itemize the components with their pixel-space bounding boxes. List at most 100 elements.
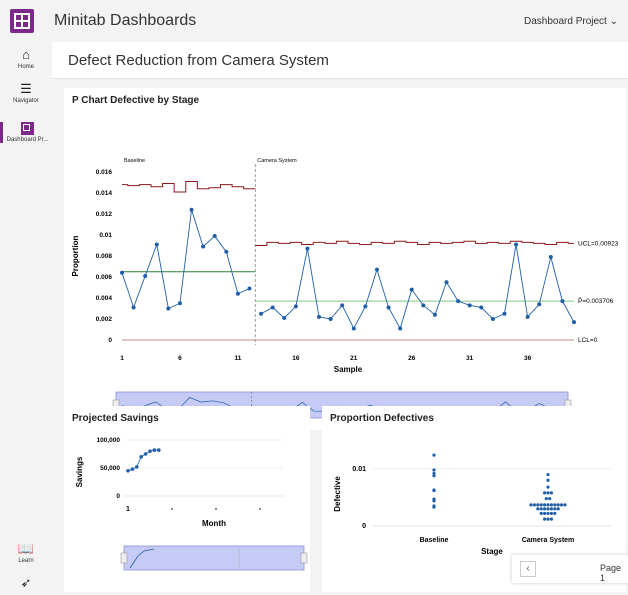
dot-baseline bbox=[432, 505, 436, 509]
data-point bbox=[525, 314, 530, 319]
data-point bbox=[444, 280, 449, 285]
dot-camera bbox=[539, 511, 543, 516]
savings-point bbox=[126, 469, 130, 473]
stage-label-camera: Camera System bbox=[257, 158, 297, 164]
nav-home-label: Home bbox=[17, 64, 34, 70]
dot-camera bbox=[549, 503, 553, 507]
dot-baseline bbox=[432, 488, 436, 493]
data-point bbox=[514, 242, 519, 247]
dot-baseline bbox=[432, 468, 436, 472]
nav-dashboard[interactable]: Dashboard Pr... bbox=[0, 122, 52, 143]
data-point bbox=[374, 267, 379, 272]
p-chart-title: P Chart Defective by Stage bbox=[72, 95, 200, 106]
dot-camera bbox=[546, 478, 550, 482]
data-point bbox=[212, 234, 217, 239]
ucl-label: UCL=0.00923 bbox=[578, 240, 619, 247]
y-tick-label: 0.016 bbox=[96, 169, 113, 176]
dot-camera bbox=[543, 507, 547, 511]
data-point bbox=[282, 315, 287, 320]
data-point bbox=[340, 303, 345, 308]
data-point bbox=[293, 304, 298, 309]
proportion-title: Proportion Defectives bbox=[330, 413, 434, 424]
lcl-label: LCL=0 bbox=[578, 337, 598, 344]
nav-dashboard-label: Dashboard Pr... bbox=[6, 137, 49, 143]
savings-point bbox=[143, 452, 148, 456]
x-tick-label: 21 bbox=[350, 355, 358, 362]
category-label: Camera System bbox=[522, 537, 575, 544]
data-point bbox=[363, 304, 368, 309]
dot-camera bbox=[543, 511, 547, 516]
dot-camera bbox=[556, 507, 560, 511]
dot-camera bbox=[548, 496, 552, 501]
savings-point bbox=[148, 449, 152, 453]
nav-rocket[interactable]: ➶ bbox=[0, 576, 52, 592]
data-point bbox=[177, 301, 182, 306]
dot-camera bbox=[539, 503, 543, 507]
project-dropdown[interactable]: Dashboard Project ⌄ bbox=[524, 16, 618, 27]
y-tick-label: 0.014 bbox=[96, 190, 113, 197]
x-axis-label: Stage bbox=[481, 547, 503, 556]
data-point bbox=[537, 302, 542, 307]
pager-label: Page 1 bbox=[600, 563, 622, 583]
nav-navigator[interactable]: ☰ Navigator bbox=[0, 81, 52, 105]
x-tick-label: 26 bbox=[408, 355, 416, 362]
data-point bbox=[131, 305, 136, 310]
list-icon: ☰ bbox=[20, 81, 32, 96]
dot-baseline bbox=[432, 474, 436, 478]
x-tick-label: 31 bbox=[466, 355, 474, 362]
dot-camera bbox=[543, 503, 547, 507]
dot-camera bbox=[536, 507, 540, 511]
dot-camera bbox=[532, 503, 536, 507]
savings-point bbox=[139, 455, 143, 459]
y-tick-label: 0.004 bbox=[96, 295, 113, 302]
dashboard-icon bbox=[21, 122, 34, 135]
dot-camera bbox=[549, 491, 553, 495]
data-point bbox=[247, 286, 252, 291]
dot-camera bbox=[546, 503, 550, 507]
savings-card: Projected Savings 0 50,000 100,000 1 Month Sa… bbox=[64, 406, 310, 592]
chevron-left-icon[interactable]: ‹ bbox=[520, 561, 536, 577]
y-axis-label: Proportion bbox=[71, 235, 80, 276]
book-icon: 📖 bbox=[17, 541, 35, 556]
dot-camera bbox=[560, 503, 564, 507]
p-chart-card: P Chart Defective by Stage 0 0.002 0.004 0.… bbox=[64, 88, 626, 430]
data-point bbox=[259, 311, 264, 316]
dot-camera bbox=[549, 507, 553, 511]
dot-camera bbox=[536, 503, 540, 507]
nav-home[interactable]: ⌂ Home bbox=[0, 47, 52, 71]
data-point bbox=[120, 270, 124, 275]
home-icon: ⌂ bbox=[22, 47, 30, 62]
range-handle-left bbox=[120, 552, 128, 564]
y-tick-label: 0 bbox=[362, 523, 366, 530]
range-handle-right bbox=[300, 552, 308, 564]
savings-point bbox=[135, 465, 139, 469]
y-axis-label: Defective bbox=[333, 476, 342, 512]
stage-label-baseline: Baseline bbox=[124, 158, 145, 164]
data-point bbox=[386, 305, 391, 310]
data-point bbox=[502, 311, 507, 316]
y-axis-label: Savings bbox=[75, 456, 84, 487]
minitab-logo-icon bbox=[10, 9, 34, 33]
data-point bbox=[154, 242, 159, 247]
savings-point bbox=[157, 448, 161, 452]
dot-camera bbox=[529, 503, 533, 507]
range-selector bbox=[123, 545, 305, 571]
y-tick-label: 0 bbox=[116, 493, 120, 500]
data-point bbox=[201, 244, 206, 249]
dot-camera bbox=[546, 511, 550, 516]
data-point bbox=[467, 303, 472, 308]
dot-camera bbox=[544, 496, 548, 501]
dot-camera bbox=[553, 503, 557, 507]
rocket-icon: ➶ bbox=[20, 575, 32, 590]
data-point bbox=[456, 299, 461, 304]
data-point bbox=[548, 255, 553, 260]
y-tick-label: 0.008 bbox=[96, 253, 113, 260]
x-tick-label: 1 bbox=[120, 355, 124, 362]
y-tick-label: 0.01 bbox=[352, 466, 366, 473]
chevron-down-icon: ⌄ bbox=[609, 16, 618, 27]
x-tick-mark bbox=[259, 508, 261, 510]
data-point bbox=[270, 305, 275, 310]
y-tick-label: 50,000 bbox=[100, 465, 120, 472]
x-tick-label: 16 bbox=[292, 355, 300, 362]
nav-learn[interactable]: 📖 Learn bbox=[0, 541, 52, 565]
